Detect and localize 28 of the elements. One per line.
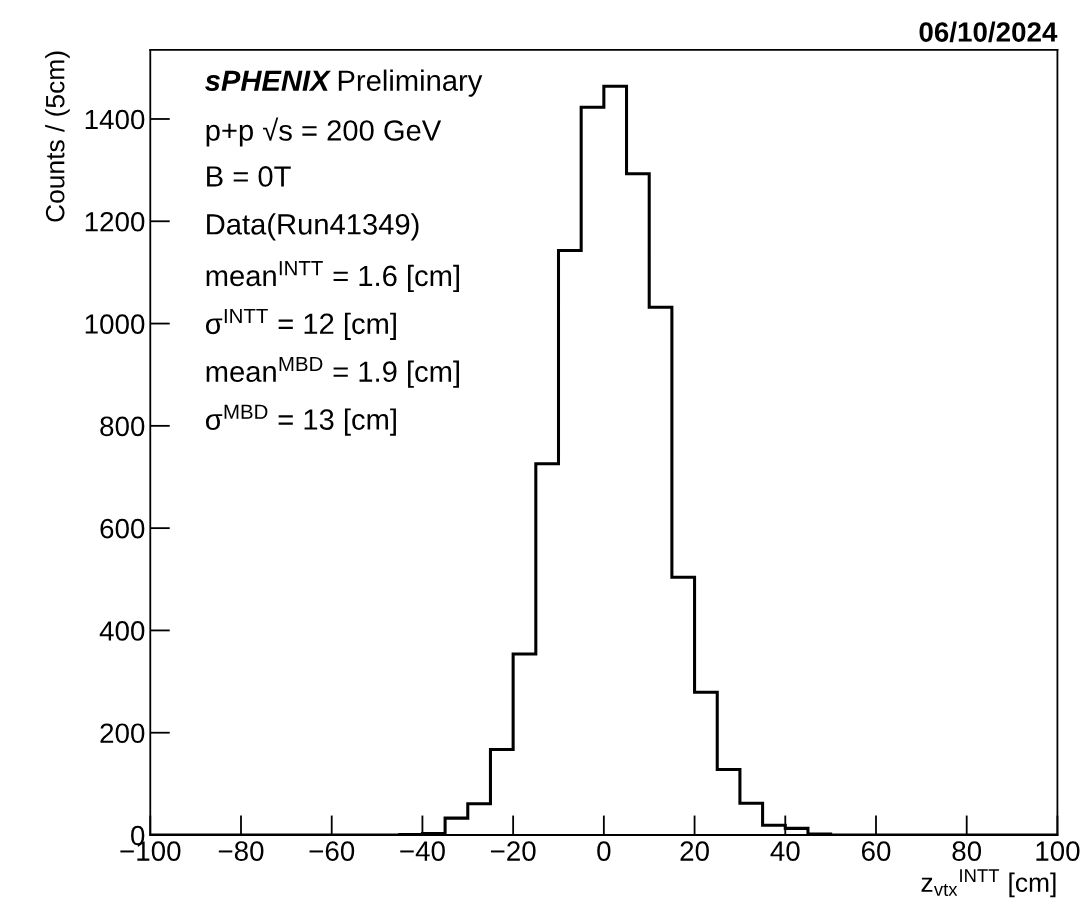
annotation: mean$^{INTT}$ = 1.6 [cm] bbox=[206, 261, 459, 292]
annotation: sPHENIX Preliminary bbox=[205, 69, 483, 97]
x-tick-label: −60 bbox=[309, 841, 355, 861]
x-axis-title: z$_{vtx}$$^{INTT}$ [cm] bbox=[921, 869, 1056, 898]
chart-title: 06/10/2024 bbox=[919, 21, 1058, 43]
annotation: B = 0T bbox=[207, 166, 291, 187]
y-tick-label: 200 bbox=[100, 723, 145, 744]
annotation: σ$^{INTT}$ = 12 [cm] bbox=[205, 309, 396, 340]
x-tick-label: 60 bbox=[861, 841, 891, 861]
y-tick-label: 400 bbox=[99, 621, 145, 641]
annotation: p+p √s = 200 GeV bbox=[206, 117, 442, 147]
y-tick-label: 800 bbox=[100, 416, 145, 437]
x-tick-label: 80 bbox=[952, 841, 982, 861]
x-tick-label: 0 bbox=[597, 841, 611, 861]
annotation: σ$^{MBD}$ = 13 [cm] bbox=[205, 404, 396, 436]
y-tick-label: 1200 bbox=[85, 211, 145, 232]
y-axis-title: Counts / (5cm) bbox=[45, 51, 70, 222]
y-tick-label: 600 bbox=[100, 518, 145, 539]
y-tick-label: 1000 bbox=[85, 314, 145, 334]
y-tick-label: 1400 bbox=[85, 109, 145, 130]
annotation: mean$^{MBD}$ = 1.9 [cm] bbox=[206, 356, 459, 388]
x-tick-label: −80 bbox=[218, 841, 264, 861]
x-tick-label: −40 bbox=[400, 841, 445, 861]
annotation: Data(Run41349) bbox=[207, 213, 419, 241]
x-tick-label: 20 bbox=[680, 841, 709, 861]
x-tick-label: −20 bbox=[490, 841, 536, 861]
x-tick-label: 100 bbox=[1036, 841, 1080, 861]
x-tick-label: 40 bbox=[770, 841, 800, 861]
